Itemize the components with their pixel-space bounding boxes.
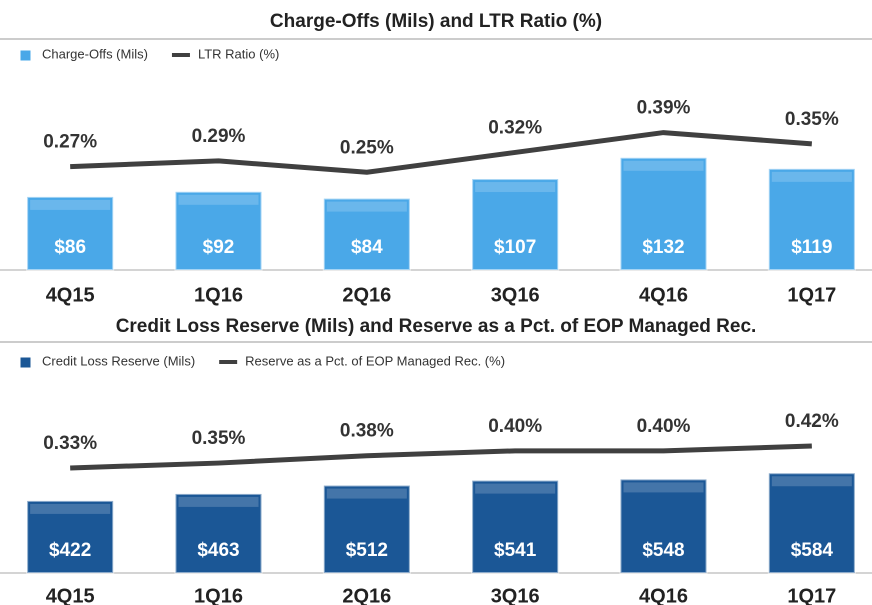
line-value-label: 0.27% xyxy=(43,132,97,153)
bar xyxy=(619,478,708,574)
x-tick-label: 4Q15 xyxy=(46,585,95,605)
legend-label: Credit Loss Reserve (Mils) xyxy=(42,353,195,368)
bar-value-label: $548 xyxy=(642,540,684,561)
line-value-label: 0.32% xyxy=(488,117,542,138)
bar-value-label: $584 xyxy=(791,540,834,561)
bar-shine xyxy=(30,199,111,210)
bar-value-label: $512 xyxy=(346,540,388,561)
bar xyxy=(174,190,263,271)
bar-value-label: $422 xyxy=(49,540,91,561)
bar-shine xyxy=(771,171,852,182)
bar-shine xyxy=(178,496,259,507)
bar-shine xyxy=(326,201,407,212)
bar xyxy=(619,156,708,271)
line-series xyxy=(70,443,812,471)
bar-value-label: $84 xyxy=(351,237,383,258)
bar-value-label: $119 xyxy=(791,237,832,258)
bar-value-label: $541 xyxy=(494,540,537,561)
bar xyxy=(767,167,856,272)
chart-title: Charge-Offs (Mils) and LTR Ratio (%) xyxy=(270,11,602,32)
line-series xyxy=(70,130,813,175)
line-value-label: 0.35% xyxy=(192,428,246,449)
bar xyxy=(767,472,856,574)
legend-label: Reserve as a Pct. of EOP Managed Rec. (%… xyxy=(245,353,505,368)
line-value-label: 0.42% xyxy=(785,411,839,432)
bar-value-label: $107 xyxy=(494,237,536,258)
bar-value-label: $92 xyxy=(203,237,235,258)
line-value-label: 0.39% xyxy=(637,98,691,119)
bar-shine xyxy=(623,482,704,493)
x-tick-label: 2Q16 xyxy=(342,585,391,605)
x-tick-label: 1Q17 xyxy=(787,284,836,306)
bar-shine xyxy=(771,476,852,487)
bar-shine xyxy=(475,182,556,193)
x-tick-label: 4Q16 xyxy=(639,284,688,306)
x-tick-label: 2Q16 xyxy=(342,284,391,306)
bar xyxy=(322,484,411,574)
x-tick-label: 1Q16 xyxy=(194,585,243,605)
line-value-label: 0.38% xyxy=(340,421,394,442)
bar-shine xyxy=(178,194,259,205)
bar xyxy=(322,197,411,272)
x-tick-label: 1Q16 xyxy=(194,284,243,306)
bar xyxy=(26,195,115,271)
bar xyxy=(174,492,263,574)
line-value-label: 0.29% xyxy=(192,126,246,147)
legend-swatch xyxy=(19,49,32,62)
legend-label: LTR Ratio (%) xyxy=(198,46,279,61)
x-tick-label: 3Q16 xyxy=(491,284,540,306)
line-value-label: 0.33% xyxy=(43,433,97,454)
bar-value-label: $86 xyxy=(54,237,86,258)
x-tick-label: 4Q15 xyxy=(46,284,95,306)
legend-label: Charge-Offs (Mils) xyxy=(42,46,148,61)
bar xyxy=(471,178,560,271)
line-value-label: 0.35% xyxy=(785,109,839,130)
line-value-label: 0.25% xyxy=(340,137,394,158)
chart-title: Credit Loss Reserve (Mils) and Reserve a… xyxy=(116,316,757,337)
bar xyxy=(26,499,115,574)
bar-shine xyxy=(326,488,407,499)
x-tick-label: 4Q16 xyxy=(639,585,688,605)
x-tick-label: 3Q16 xyxy=(491,585,540,605)
bar-shine xyxy=(475,483,556,494)
bar-shine xyxy=(623,160,704,171)
legend-swatch xyxy=(19,356,32,369)
line-value-label: 0.40% xyxy=(488,416,542,437)
bar xyxy=(471,479,560,575)
bar-value-label: $463 xyxy=(197,540,239,561)
x-tick-label: 1Q17 xyxy=(787,585,836,605)
bar-value-label: $132 xyxy=(642,237,684,258)
line-value-label: 0.40% xyxy=(637,416,691,437)
bar-shine xyxy=(30,503,111,514)
